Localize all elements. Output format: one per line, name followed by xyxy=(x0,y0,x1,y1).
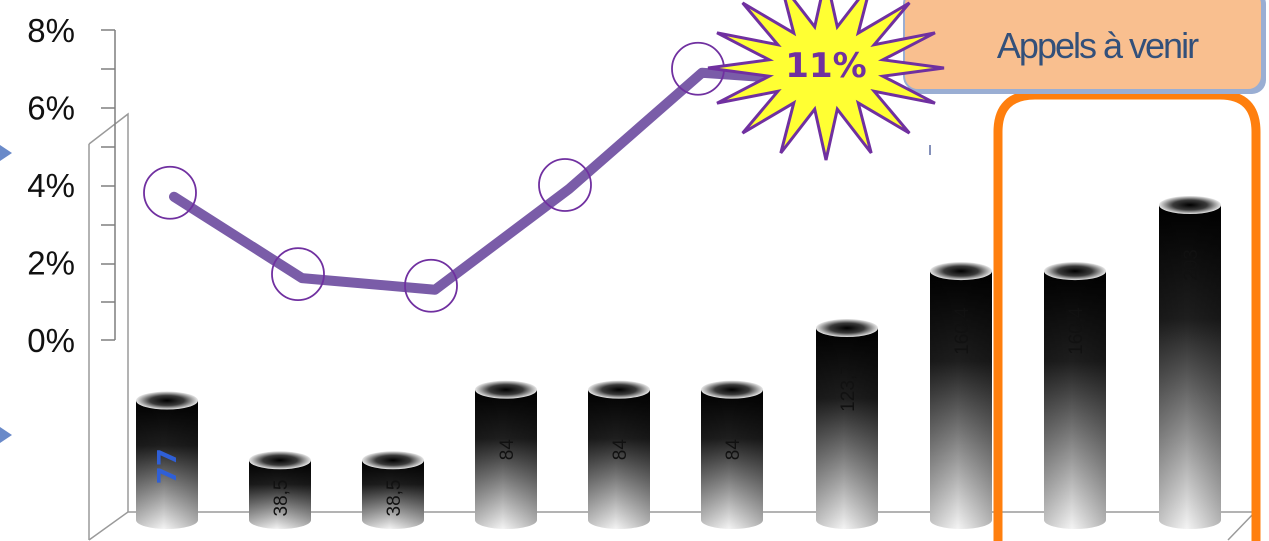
bar-shade xyxy=(362,460,424,529)
y-tick-label: 0% xyxy=(27,322,75,359)
bar-shade xyxy=(249,460,311,529)
left-arrow-icon xyxy=(0,427,12,443)
bar-shade xyxy=(1044,271,1106,529)
bar-cap xyxy=(1044,262,1106,281)
bar-cap xyxy=(588,380,650,399)
y-tick-label: 4% xyxy=(27,167,75,204)
bar-shade xyxy=(588,389,650,529)
bar-cap xyxy=(816,319,878,338)
bar-cap xyxy=(701,380,763,399)
left-arrow-icon xyxy=(0,145,12,161)
bar-cap xyxy=(1159,196,1221,214)
bar: 160,4 xyxy=(930,262,992,529)
bar-cap xyxy=(249,451,311,470)
bar-cap xyxy=(362,451,424,470)
bar: 38,5 xyxy=(362,451,424,529)
line-marker xyxy=(271,247,325,302)
bar-shade xyxy=(816,328,878,529)
bar-value-label: 84 xyxy=(497,439,518,461)
bar-shade xyxy=(475,389,537,529)
bar: 38,5 xyxy=(249,451,311,529)
bar: 123,7 xyxy=(816,319,878,529)
callout-text: Appels à venir xyxy=(997,25,1199,66)
bar-value-label: 84 xyxy=(610,439,631,461)
bar-shade xyxy=(136,400,198,529)
line-path xyxy=(169,67,765,295)
bar: 84 xyxy=(701,380,763,529)
y-tick-label: 8% xyxy=(27,12,75,49)
y-tick-label: 6% xyxy=(27,90,75,127)
bar: 77 xyxy=(136,391,198,529)
bar: 203 xyxy=(1159,196,1221,529)
bar-value-label: 77 xyxy=(153,448,183,484)
burst-annotation: 11% xyxy=(707,0,945,161)
callout: Appels à venir xyxy=(903,0,1266,94)
bar-value-label: 123,7 xyxy=(838,364,859,412)
bar-value-label: 38,5 xyxy=(384,480,405,517)
bar-shade xyxy=(1159,205,1221,529)
bar-value-label: 84 xyxy=(723,439,744,461)
bar-cap xyxy=(136,391,198,410)
y-tick-label: 2% xyxy=(27,245,75,282)
bar-value-label: 38,5 xyxy=(271,480,292,517)
line-marker xyxy=(404,258,458,313)
line-series xyxy=(143,41,765,313)
line-marker xyxy=(143,165,197,220)
burst-text: 11% xyxy=(785,46,866,86)
y-axis xyxy=(101,29,116,341)
bar-shade xyxy=(701,389,763,529)
bar: 160,4 xyxy=(1044,262,1106,529)
bar: 84 xyxy=(475,380,537,529)
bar-value-label: 203 xyxy=(1181,249,1202,281)
bar-value-label: 160,4 xyxy=(952,307,973,355)
highlight-frame xyxy=(993,90,1261,541)
line-marker xyxy=(538,158,592,212)
bar-shade xyxy=(930,271,992,529)
bar-series: 77 38,5 38,5 84 84 84 123,7 160,4 160,4 203 xyxy=(136,196,1221,529)
bar: 84 xyxy=(588,380,650,529)
burst-icon xyxy=(707,0,945,161)
bar-value-label: 160,4 xyxy=(1066,307,1087,355)
bar-cap xyxy=(475,380,537,399)
y-tick-labels: 8% 6% 4% 2% 0% xyxy=(27,12,75,359)
bar-cap xyxy=(930,262,992,281)
